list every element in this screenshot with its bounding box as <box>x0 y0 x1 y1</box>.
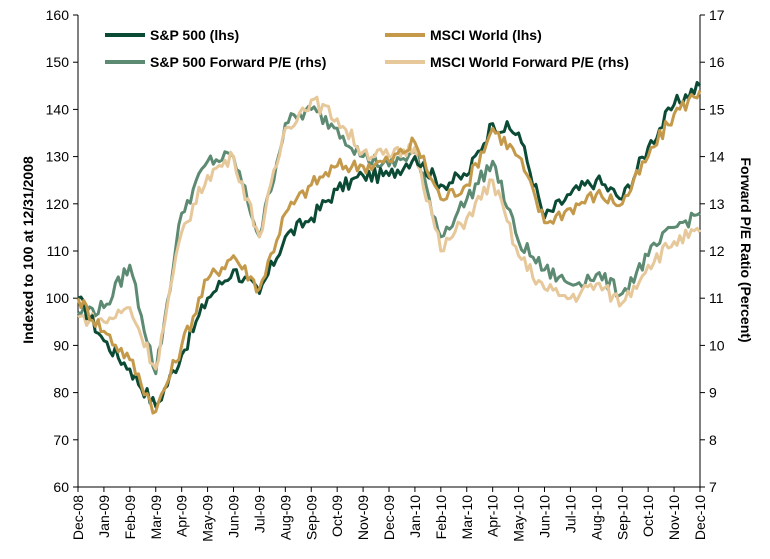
x-tick-label: Jan-10 <box>407 495 423 538</box>
x-tick-label: Apr-09 <box>174 495 190 537</box>
right-tick-label: 14 <box>709 149 725 165</box>
left-tick-label: 80 <box>53 385 69 401</box>
x-tick-label: Apr-10 <box>485 495 501 537</box>
x-tick-label: Dec-10 <box>692 495 708 540</box>
series-line-s-p-500-forward-p-e-rhs <box>77 105 701 376</box>
left-tick-label: 120 <box>46 196 70 212</box>
left-tick-label: 90 <box>53 337 69 353</box>
series-line-s-p-500-lhs <box>77 81 702 409</box>
x-tick-label: Nov-10 <box>666 495 682 540</box>
x-tick-label: Oct-10 <box>640 495 656 537</box>
x-tick-label: Jun-09 <box>226 495 242 538</box>
x-tick-label: Dec-08 <box>70 495 86 540</box>
x-tick-label: Sep-09 <box>303 495 319 540</box>
right-axis-ticks: 7 8 9 10 11 12 13 14 15 16 17 <box>700 7 725 495</box>
right-tick-label: 15 <box>709 101 725 117</box>
plot-area <box>77 15 701 488</box>
x-tick-label: Jul-09 <box>251 495 267 533</box>
series-line-msci-world-forward-p-e-rhs <box>77 95 702 371</box>
left-tick-label: 60 <box>53 479 69 495</box>
left-axis-ticks: 60 70 80 90 100 110 120 130 140 150 160 <box>46 7 78 495</box>
right-tick-label: 7 <box>709 479 717 495</box>
legend-label: MSCI World (lhs) <box>430 27 542 43</box>
left-tick-label: 100 <box>46 290 70 306</box>
x-tick-label: Feb-10 <box>433 495 449 540</box>
right-tick-label: 11 <box>709 290 724 306</box>
x-tick-label: Oct-09 <box>329 495 345 537</box>
series-lines <box>76 81 702 415</box>
right-tick-label: 12 <box>709 243 725 259</box>
left-tick-label: 150 <box>46 54 70 70</box>
x-tick-label: Dec-09 <box>381 495 397 540</box>
x-tick-label: Aug-10 <box>588 495 604 540</box>
x-tick-label: Jul-10 <box>562 495 578 533</box>
legend-label: S&P 500 Forward P/E (rhs) <box>150 54 326 70</box>
right-tick-label: 9 <box>709 385 717 401</box>
right-tick-label: 8 <box>709 432 717 448</box>
x-tick-label: Mar-09 <box>148 495 164 540</box>
left-tick-label: 130 <box>46 149 70 165</box>
x-tick-label: May-10 <box>511 495 527 542</box>
legend-label: S&P 500 (lhs) <box>150 27 239 43</box>
x-tick-label: Aug-09 <box>277 495 293 540</box>
right-tick-label: 10 <box>709 337 725 353</box>
left-tick-label: 160 <box>46 7 70 23</box>
left-axis-title: Indexed to 100 at 12/31/2008 <box>20 156 36 344</box>
legend-label: MSCI World Forward P/E (rhs) <box>430 54 629 70</box>
right-tick-label: 17 <box>709 7 725 23</box>
right-tick-label: 16 <box>709 54 725 70</box>
right-tick-label: 13 <box>709 196 725 212</box>
right-axis-title: Forward P/E Ratio (Percent) <box>738 157 754 342</box>
x-tick-label: May-09 <box>200 495 216 542</box>
x-tick-label: Mar-10 <box>459 495 475 540</box>
x-tick-label: Feb-09 <box>122 495 138 540</box>
x-tick-label: Sep-10 <box>614 495 630 540</box>
legend: S&P 500 (lhs) MSCI World (lhs) S&P 500 For… <box>105 27 629 70</box>
x-axis-ticks: Dec-08 Jan-09 Feb-09 Mar-09 Apr-09 May-09 Jun-… <box>70 487 708 542</box>
left-tick-label: 110 <box>47 243 70 259</box>
x-tick-label: Jan-09 <box>96 495 112 538</box>
series-line-msci-world-lhs <box>76 89 702 415</box>
x-tick-label: Jun-10 <box>537 495 553 538</box>
x-tick-label: Nov-09 <box>355 495 371 540</box>
left-tick-label: 140 <box>46 101 70 117</box>
left-tick-label: 70 <box>53 432 69 448</box>
